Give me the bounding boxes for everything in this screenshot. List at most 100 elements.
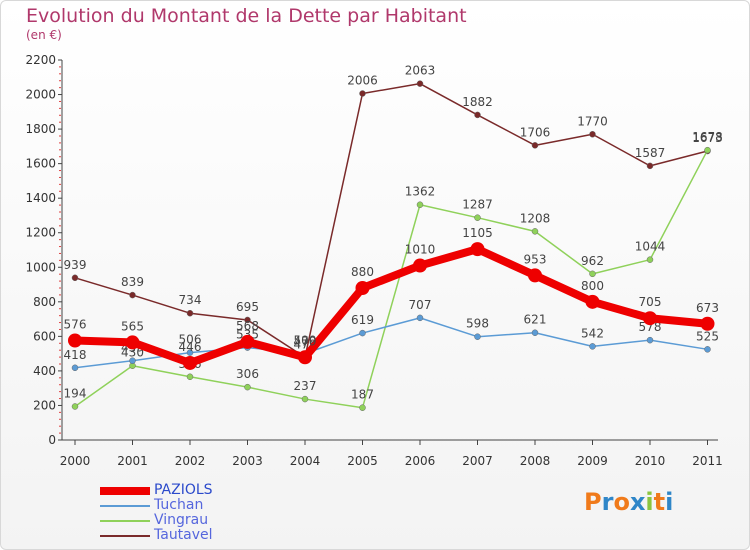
legend-item: PAZIOLS <box>100 483 213 498</box>
data-point <box>244 383 251 391</box>
x-tick-label: 2005 <box>347 454 378 468</box>
data-point <box>474 333 481 340</box>
data-point <box>71 403 79 410</box>
data-point <box>585 294 600 309</box>
y-tick-label: 1600 <box>25 157 56 171</box>
data-point <box>531 142 539 149</box>
series-line-vingrau <box>74 149 709 409</box>
data-label: 962 <box>581 254 604 268</box>
data-point <box>589 131 596 138</box>
data-point <box>474 214 481 221</box>
data-point <box>240 334 255 349</box>
data-point <box>704 146 711 154</box>
data-point <box>704 346 711 353</box>
data-label: 880 <box>351 265 374 279</box>
data-point <box>68 333 82 348</box>
x-tick-label: 2000 <box>60 454 91 468</box>
data-label: 576 <box>64 318 87 332</box>
data-label: 619 <box>351 313 374 327</box>
data-point <box>589 343 596 350</box>
data-label: 1105 <box>462 226 493 240</box>
x-tick-label: 2003 <box>232 454 263 468</box>
data-point <box>129 291 136 299</box>
chart-legend: PAZIOLS Tuchan Vingrau Tautavel <box>100 483 213 543</box>
y-tick-label: 1800 <box>25 122 56 136</box>
data-point <box>244 316 251 324</box>
data-label: 673 <box>696 301 719 315</box>
data-point <box>470 242 485 257</box>
data-point <box>416 201 424 208</box>
data-point <box>531 228 539 235</box>
legend-item: Vingrau <box>100 513 213 528</box>
data-label: 598 <box>466 317 489 331</box>
x-tick-label: 2011 <box>692 454 723 468</box>
data-label: 542 <box>581 326 604 340</box>
y-tick-label: 1400 <box>25 191 56 205</box>
chart-title: Evolution du Montant de la Dette par Hab… <box>26 5 467 27</box>
data-point <box>186 373 194 381</box>
series-line-tautavel <box>74 82 708 359</box>
data-label: 187 <box>351 388 374 402</box>
y-tick-label: 2200 <box>25 53 56 67</box>
data-point <box>646 336 654 344</box>
data-label: 1362 <box>405 185 436 199</box>
logo-letter: o <box>613 488 630 516</box>
data-label: 621 <box>524 313 547 327</box>
x-tick-label: 2009 <box>577 454 608 468</box>
data-label: 565 <box>121 319 144 333</box>
data-point <box>531 329 539 336</box>
data-point <box>125 335 140 350</box>
data-label: 1044 <box>635 240 666 254</box>
legend-swatch <box>100 504 150 507</box>
data-label: 1770 <box>577 114 608 128</box>
y-tick-label: 1200 <box>25 226 56 240</box>
data-point <box>589 270 596 278</box>
y-tick-label: 1000 <box>25 260 56 274</box>
data-point <box>646 256 654 263</box>
logo-letter: x <box>629 488 646 516</box>
data-label: 578 <box>639 320 662 334</box>
data-label: 418 <box>64 348 87 362</box>
data-point <box>646 162 654 170</box>
x-tick-label: 2004 <box>290 454 321 468</box>
data-label: 306 <box>236 367 259 381</box>
x-tick-label: 2006 <box>405 454 436 468</box>
y-tick-label: 0 <box>48 433 56 447</box>
data-label: 800 <box>581 279 604 293</box>
y-tick-label: 200 <box>33 398 56 412</box>
data-label: 1882 <box>462 95 493 109</box>
legend-item: Tautavel <box>100 528 213 543</box>
data-label: 1587 <box>635 146 666 160</box>
data-label: 1706 <box>520 125 551 139</box>
data-point <box>700 316 715 331</box>
data-point <box>416 80 424 87</box>
data-point <box>71 364 79 372</box>
x-tick-label: 2001 <box>117 454 148 468</box>
data-point <box>301 395 309 403</box>
logo-letter: i <box>645 488 654 516</box>
legend-swatch <box>100 534 150 537</box>
y-tick-label: 600 <box>33 329 56 343</box>
data-label: 568 <box>236 319 259 333</box>
data-label: 1678 <box>692 130 723 144</box>
data-point <box>183 355 197 370</box>
data-point <box>474 111 481 119</box>
data-label: 707 <box>409 298 432 312</box>
legend-label: Vingrau <box>154 512 209 528</box>
data-label: 1010 <box>405 243 436 257</box>
data-label: 695 <box>236 300 259 314</box>
data-point <box>359 329 366 337</box>
y-tick-label: 400 <box>33 364 56 378</box>
x-tick-label: 2002 <box>175 454 206 468</box>
data-point <box>643 311 657 326</box>
data-label: 506 <box>179 333 202 347</box>
x-tick-label: 2008 <box>520 454 551 468</box>
data-point <box>528 268 542 283</box>
data-label: 734 <box>179 293 202 307</box>
series-line-paziols <box>74 245 708 367</box>
proxiti-logo: Proxiti <box>584 488 673 516</box>
legend-swatch <box>100 486 150 495</box>
data-point <box>416 314 424 322</box>
y-tick-label: 800 <box>33 295 56 309</box>
data-point <box>359 90 366 97</box>
